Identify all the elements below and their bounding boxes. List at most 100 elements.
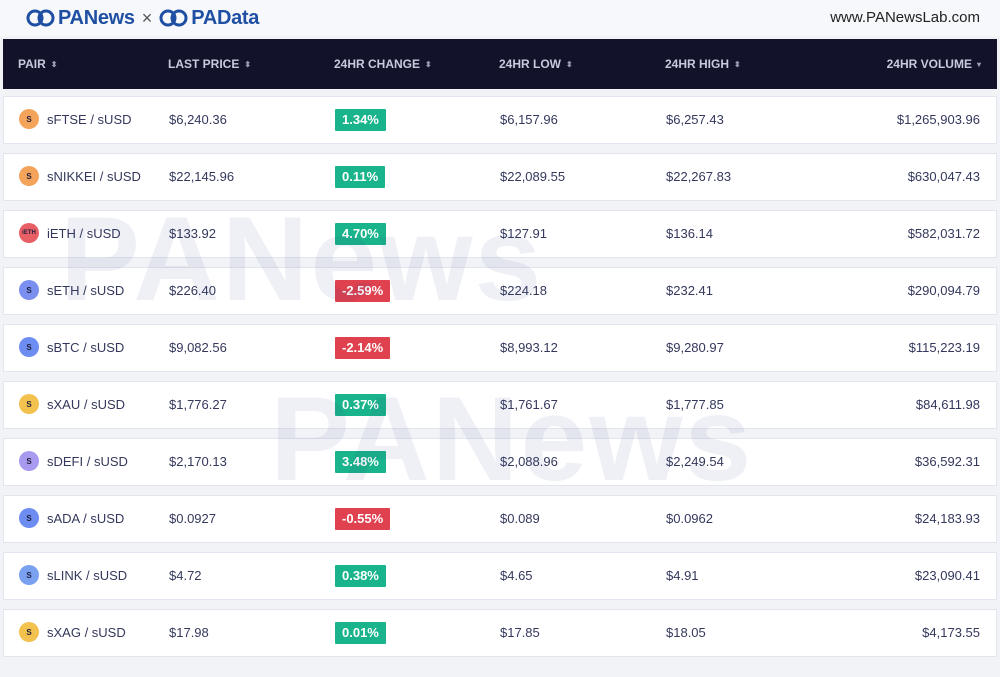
volume: $582,031.72 xyxy=(907,226,980,241)
low-price: $0.089 xyxy=(500,511,540,526)
high-price: $136.14 xyxy=(666,226,713,241)
change-cell: -0.55% xyxy=(335,508,391,530)
col-header-label: LAST PRICE xyxy=(168,57,240,71)
coin-icon: S xyxy=(19,280,39,300)
panews-logo-icon xyxy=(26,9,55,27)
high-price: $1,777.85 xyxy=(666,397,724,412)
change-badge: 4.70% xyxy=(335,223,386,245)
last-price: $17.98 xyxy=(169,625,209,640)
change-badge: 0.38% xyxy=(335,565,386,587)
col-header-label: PAIR xyxy=(18,57,46,71)
high-price: $6,257.43 xyxy=(666,112,724,127)
coin-icon: S xyxy=(19,337,39,357)
coin-icon: S xyxy=(19,166,39,186)
coin-icon: S xyxy=(19,565,39,585)
change-badge: 1.34% xyxy=(335,109,386,131)
coin-icon: S xyxy=(19,394,39,414)
volume: $24,183.93 xyxy=(914,511,980,526)
last-price: $0.0927 xyxy=(169,511,216,526)
high-price: $22,267.83 xyxy=(666,169,732,184)
last-price: $9,082.56 xyxy=(169,340,227,355)
last-price: $2,170.13 xyxy=(169,454,227,469)
col-header-24hr-high[interactable]: 24HR HIGH ⬍ xyxy=(665,57,741,71)
col-header-label: 24HR VOLUME xyxy=(886,57,972,71)
pair-name: sFTSE / sUSD xyxy=(47,111,132,127)
pair-name: sETH / sUSD xyxy=(47,282,125,298)
coin-icon: S xyxy=(19,508,39,528)
low-price: $22,089.55 xyxy=(500,169,566,184)
change-badge: -0.55% xyxy=(335,508,391,530)
last-price: $6,240.36 xyxy=(169,112,227,127)
pair-cell: iETH iETH / sUSD xyxy=(19,223,121,243)
pair-name: sXAG / sUSD xyxy=(47,624,126,640)
high-price: $18.05 xyxy=(666,625,706,640)
brand-separator: × xyxy=(141,7,153,28)
sort-icon: ⬍ xyxy=(244,59,252,69)
pair-name: iETH / sUSD xyxy=(47,225,121,241)
low-price: $2,088.96 xyxy=(500,454,558,469)
col-header-last-price[interactable]: LAST PRICE ⬍ xyxy=(168,57,251,71)
low-price: $224.18 xyxy=(500,283,547,298)
change-badge: -2.14% xyxy=(335,337,391,359)
volume: $84,611.98 xyxy=(915,397,980,412)
col-header-label: 24HR HIGH xyxy=(665,57,730,71)
volume: $23,090.41 xyxy=(914,568,980,583)
coin-icon: S xyxy=(19,109,39,129)
low-price: $4.65 xyxy=(500,568,533,583)
table-row[interactable]: iETH iETH / sUSD $133.92 4.70% $127.91 $136.1… xyxy=(3,210,997,258)
change-badge: -2.59% xyxy=(335,280,391,302)
high-price: $9,280.97 xyxy=(666,340,724,355)
pair-name: sNIKKEI / sUSD xyxy=(47,168,141,184)
high-price: $0.0962 xyxy=(666,511,713,526)
sort-icon: ⬍ xyxy=(425,59,432,69)
brand-panews: PANews xyxy=(58,6,135,29)
change-cell: 0.11% xyxy=(335,166,386,188)
brand-padata: PAData xyxy=(191,6,260,29)
last-price: $226.40 xyxy=(169,283,216,298)
col-header-24hr-change[interactable]: 24HR CHANGE ⬍ xyxy=(334,57,432,71)
brand-bar: PANews × PAData www.PANewsLab.com xyxy=(0,0,1000,36)
high-price: $2,249.54 xyxy=(666,454,724,469)
pair-name: sADA / sUSD xyxy=(47,510,125,526)
col-header-label: 24HR LOW xyxy=(499,57,562,71)
sort-icon: ⬍ xyxy=(566,59,573,69)
pair-name: sXAU / sUSD xyxy=(47,396,126,412)
low-price: $127.91 xyxy=(500,226,547,241)
markets-table: PAIR ⬍ LAST PRICE ⬍ 24HR CHANGE ⬍ 24HR L… xyxy=(3,39,997,657)
volume: $36,592.31 xyxy=(914,454,980,469)
col-header-24hr-volume[interactable]: 24HR VOLUME ▾ xyxy=(887,57,981,71)
padata-logo-icon xyxy=(159,9,188,27)
change-badge: 3.48% xyxy=(335,451,386,473)
pair-name: sBTC / sUSD xyxy=(47,339,125,355)
high-price: $232.41 xyxy=(666,283,713,298)
col-header-24hr-low[interactable]: 24HR LOW ⬍ xyxy=(499,57,573,71)
change-cell: 1.34% xyxy=(335,109,386,131)
brand-logos: PANews × PAData xyxy=(26,6,259,30)
col-header-pair[interactable]: PAIR ⬍ xyxy=(18,57,57,71)
volume: $630,047.43 xyxy=(907,169,980,184)
low-price: $1,761.67 xyxy=(500,397,558,412)
coin-icon: S xyxy=(19,451,39,471)
change-cell: 3.48% xyxy=(335,451,386,473)
site-url: www.PANewsLab.com xyxy=(830,9,980,26)
change-badge: 0.37% xyxy=(335,394,386,416)
volume: $115,223.19 xyxy=(908,340,980,355)
last-price: $133.92 xyxy=(169,226,216,241)
change-cell: -2.14% xyxy=(335,337,391,359)
high-price: $4.91 xyxy=(666,568,699,583)
change-badge: 0.11% xyxy=(335,166,386,188)
